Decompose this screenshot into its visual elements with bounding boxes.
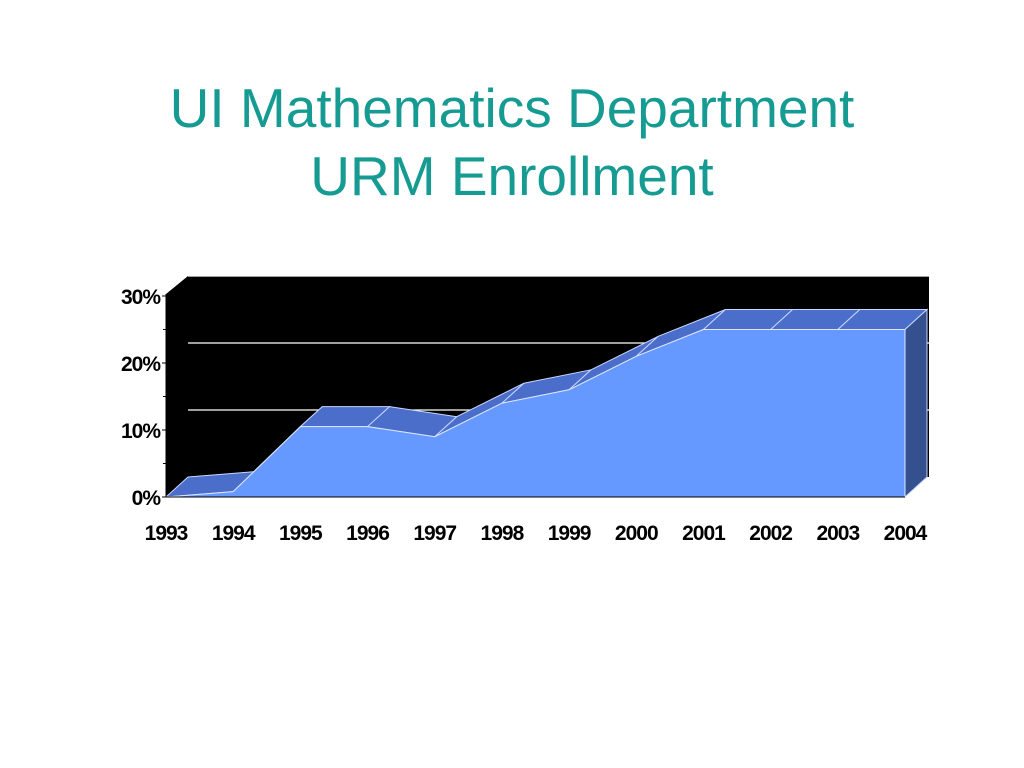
y-tick-label: 0% [132, 487, 162, 510]
area-front-face [165, 329, 906, 498]
x-tick-label: 2001 [682, 522, 726, 545]
x-tick-label: 1993 [145, 522, 188, 545]
x-tick-label: 1999 [548, 522, 591, 545]
x-tick-label: 1997 [413, 522, 456, 545]
x-tick-label: 2004 [884, 522, 928, 545]
y-tick-label: 20% [121, 353, 161, 376]
x-tick-label: 2002 [749, 522, 792, 545]
x-tick-label: 2000 [615, 522, 658, 545]
slide-title: UI Mathematics Department URM Enrollment [0, 74, 1024, 210]
y-tick-label: 10% [121, 420, 161, 443]
plot-side-wall [166, 276, 188, 497]
x-tick-label: 1996 [346, 522, 389, 545]
area-side-face [904, 308, 928, 499]
title-line-2: URM Enrollment [310, 145, 714, 207]
y-tick-label: 30% [121, 286, 161, 309]
x-tick-label: 1994 [212, 522, 256, 545]
x-tick-label: 1998 [481, 522, 525, 545]
x-tick-label: 2003 [816, 522, 859, 545]
title-line-1: UI Mathematics Department [169, 77, 855, 139]
x-tick-label: 1995 [279, 522, 323, 545]
